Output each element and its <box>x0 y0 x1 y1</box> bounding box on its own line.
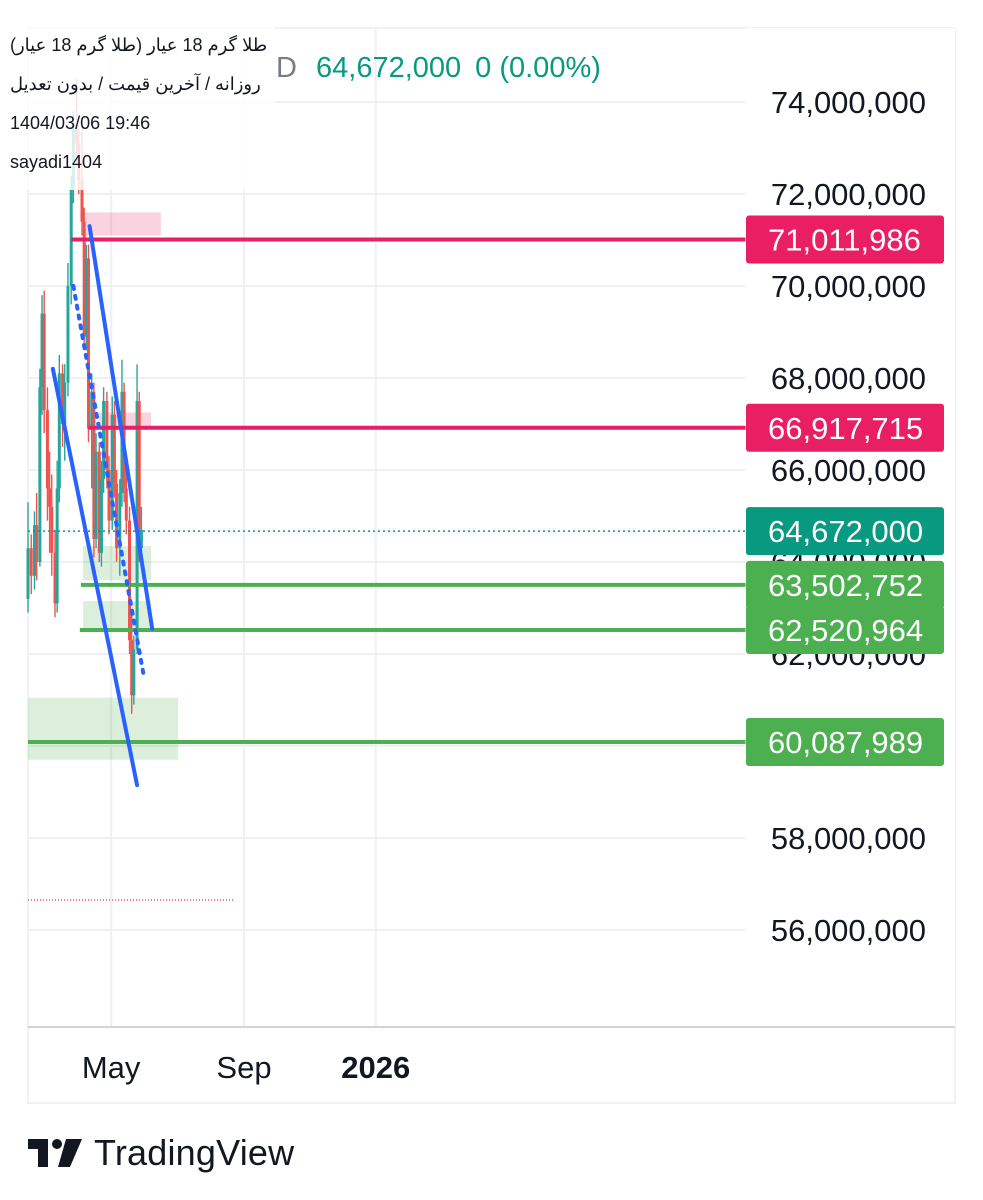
ticker-fragment: D <box>276 52 297 84</box>
trend-line <box>50 366 140 788</box>
support-price-tag <box>746 717 944 766</box>
last-price-tag <box>746 507 944 556</box>
price-quote: 64,672,000 0 (0.00%) <box>316 52 615 85</box>
candle-body <box>128 520 132 641</box>
candle-body <box>110 414 114 521</box>
price-tick-label: 56,000,000 <box>771 913 926 948</box>
candle-body <box>48 488 52 507</box>
candle-body <box>92 391 96 539</box>
symbol-info-panel: طلا گرم 18 عیار (طلا گرم 18 عیار) روزانه… <box>0 22 276 190</box>
candle-body <box>132 649 136 696</box>
candle-body <box>55 488 59 604</box>
horizontal-levels <box>28 237 746 744</box>
candle-body <box>94 451 98 539</box>
candle-body <box>82 221 86 337</box>
candle-body <box>99 479 103 553</box>
candle-body <box>35 525 39 562</box>
time-tick-label: 2026 <box>341 1050 410 1085</box>
grid-lines <box>28 28 746 1027</box>
candle-body <box>86 258 90 429</box>
price-change: 0 (0.00%) <box>475 52 601 84</box>
support-price-tag <box>746 606 944 655</box>
support-price-tag-label: 63,502,752 <box>768 568 923 603</box>
resistance-price-tag <box>746 403 944 452</box>
resistance-price-tag-label: 66,917,715 <box>768 411 923 446</box>
candle-body <box>107 470 111 521</box>
trend-channel <box>50 224 155 788</box>
price-labels: 71,011,986 66,917,715 64,672,000 63,502,752… <box>746 215 944 766</box>
time-tick-label: Sep <box>216 1050 271 1085</box>
candle-body <box>105 401 109 470</box>
author-name: sayadi1404 <box>10 152 103 172</box>
candle-body <box>80 180 84 222</box>
candle-body <box>61 373 65 424</box>
candle-body <box>32 525 36 576</box>
candle-body <box>63 382 67 424</box>
resistance-price-tag-label: 71,011,986 <box>768 222 921 257</box>
price-tick-label: 68,000,000 <box>771 361 926 396</box>
candle-body <box>66 286 70 383</box>
candle-body <box>130 640 134 696</box>
support-zone <box>28 697 179 760</box>
candle-body <box>26 548 30 599</box>
last-price-tag-label: 64,672,000 <box>768 514 923 549</box>
candle-body <box>84 258 88 337</box>
price-tick-label: 58,000,000 <box>771 821 926 856</box>
support-zone <box>83 601 152 629</box>
candle-body <box>42 313 46 411</box>
tradingview-logo-icon <box>28 1139 82 1167</box>
candle-body <box>29 548 33 576</box>
candle-body <box>53 552 57 604</box>
candle-body <box>97 451 101 553</box>
candle-body <box>40 313 44 388</box>
price-tick-label: 70,000,000 <box>771 269 926 304</box>
candle-body <box>57 373 61 489</box>
candle-body <box>102 401 106 480</box>
support-price-tag-label: 60,087,989 <box>768 725 923 760</box>
time-tick-label: May <box>82 1050 141 1085</box>
trend-line <box>87 224 155 631</box>
candle-body <box>45 410 49 489</box>
trend-midline <box>71 284 146 677</box>
tradingview-brand[interactable]: TradingView <box>28 1132 294 1174</box>
price-tick-label: 66,000,000 <box>771 453 926 488</box>
support-price-tag <box>746 560 944 609</box>
candle-body <box>50 506 54 553</box>
candle-body <box>38 387 42 562</box>
candle-body <box>118 493 122 549</box>
time-axis: May Sep 2026 <box>82 1050 410 1085</box>
snapshot-datetime: 1404/03/06 19:46 <box>10 113 151 133</box>
support-price-tag-label: 62,520,964 <box>768 613 923 648</box>
price-tick-label: 74,000,000 <box>771 85 926 120</box>
symbol-name: طلا گرم 18 عیار (طلا گرم 18 عیار) <box>10 35 268 55</box>
resistance-price-tag <box>746 215 944 264</box>
last-price: 64,672,000 <box>316 52 462 84</box>
candle-body <box>137 401 141 549</box>
resistance-zone <box>83 212 161 236</box>
candle-body <box>112 414 116 484</box>
chart-settings: روزانه / آخرین قیمت / بدون تعدیل <box>10 74 261 94</box>
price-tick-label: 72,000,000 <box>771 177 926 212</box>
candle-body <box>139 529 143 549</box>
brand-name: TradingView <box>94 1132 295 1173</box>
candle-body <box>90 391 94 429</box>
candle-body <box>124 488 128 521</box>
